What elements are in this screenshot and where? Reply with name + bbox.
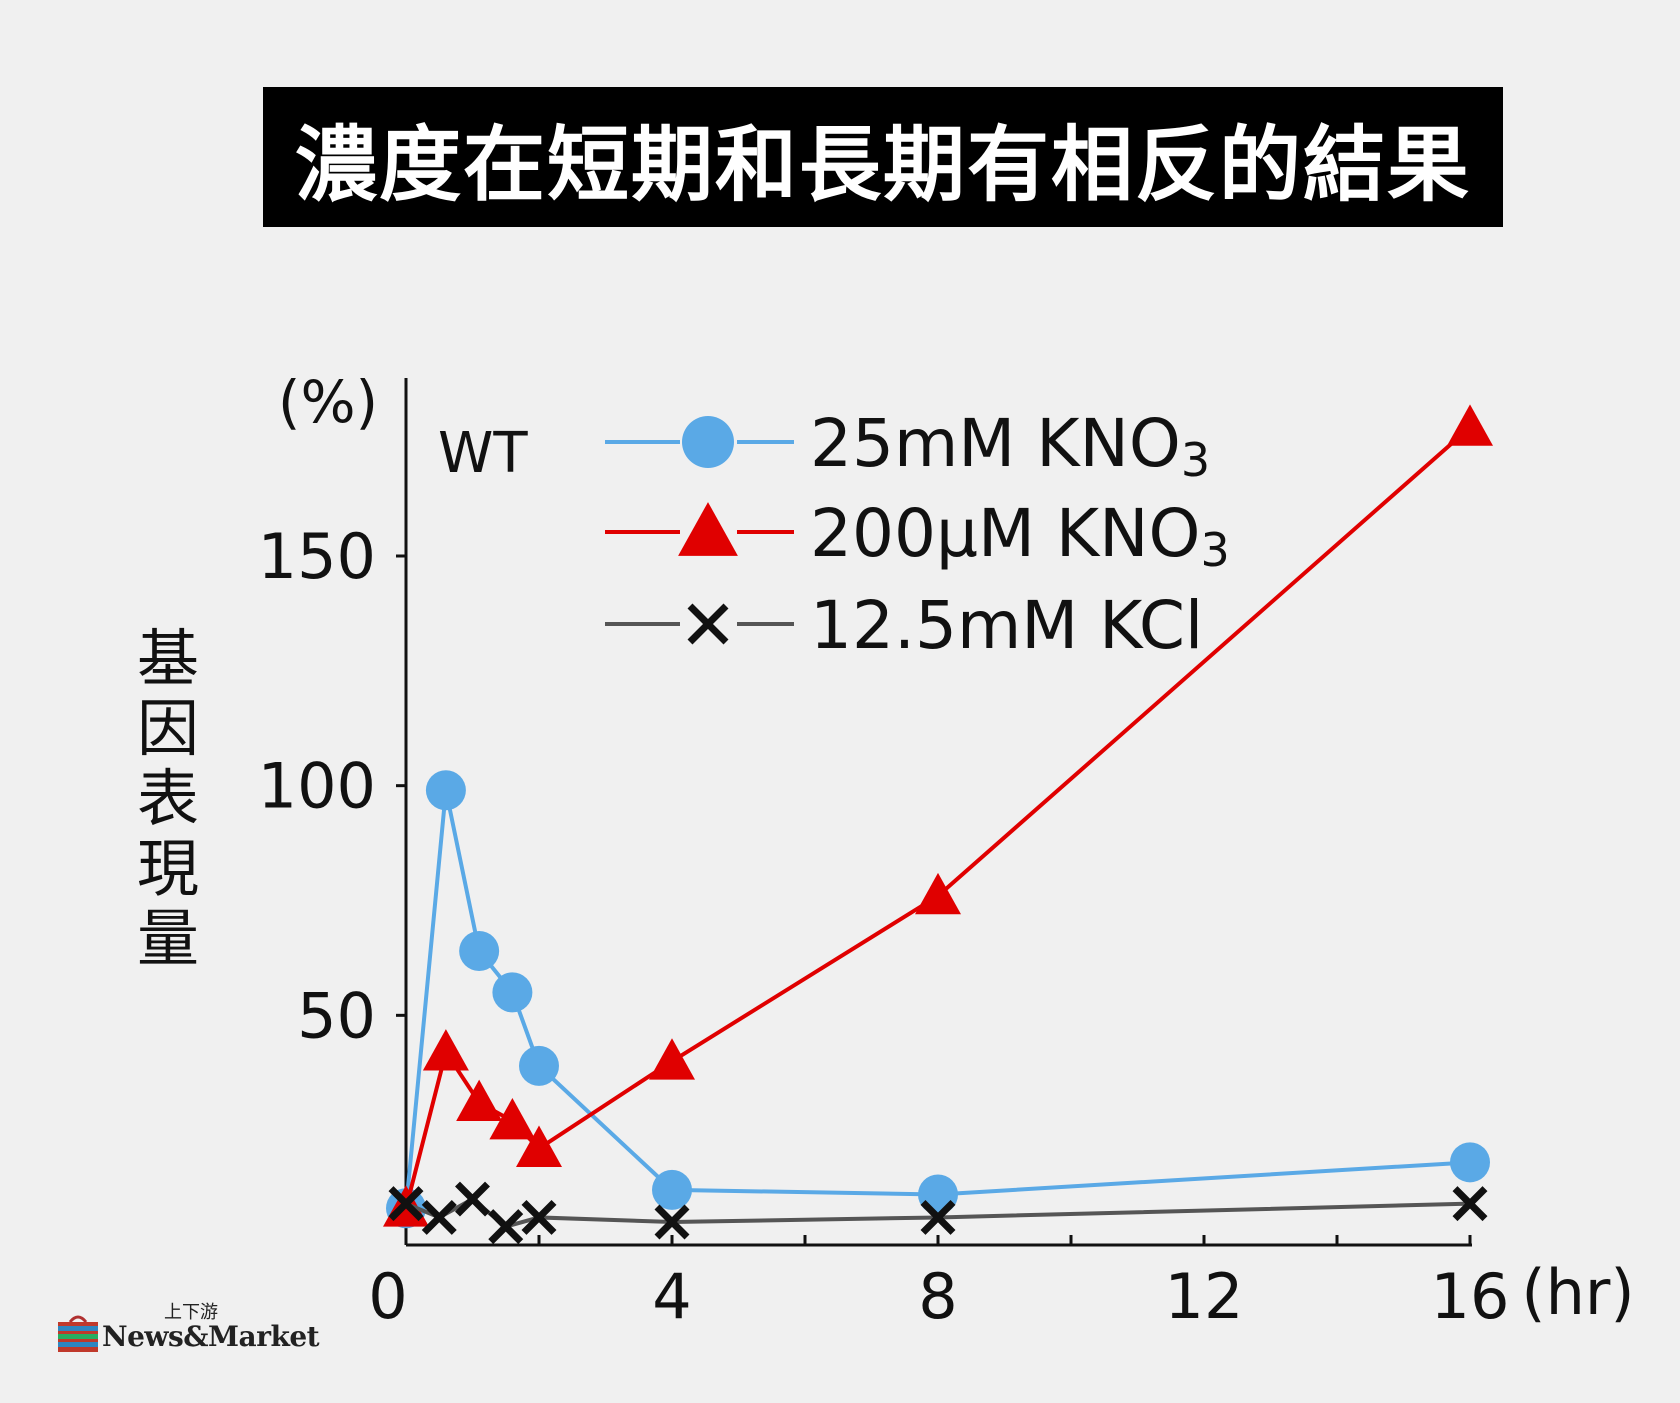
data-point — [652, 1169, 692, 1210]
x-tick-label: 4 — [652, 1260, 691, 1333]
x-unit-label: (hr) — [1521, 1256, 1634, 1329]
data-point — [521, 1199, 557, 1235]
data-point — [920, 1199, 956, 1235]
data-point — [1447, 404, 1493, 446]
legend-label: 25mM KNO3 — [810, 405, 1210, 487]
y-tick-label: 100 — [258, 750, 376, 823]
logo-top-text: 上下游 — [164, 1302, 218, 1323]
title-banner: 濃度在短期和長期有相反的結果 — [263, 87, 1503, 227]
data-point — [388, 1186, 424, 1222]
data-point — [422, 1029, 469, 1071]
data-point — [489, 1097, 536, 1140]
data-point — [421, 1199, 457, 1235]
legend-label: 12.5mM KCl — [810, 587, 1203, 664]
data-point — [519, 1045, 559, 1086]
legend-marker — [678, 502, 738, 556]
logo-main-text: News&Market — [102, 1320, 320, 1353]
x-tick-label: 12 — [1165, 1260, 1244, 1333]
data-point — [1450, 1142, 1490, 1183]
legend-label: 200μM KNO3 — [810, 495, 1230, 577]
y-tick-label: 50 — [297, 979, 376, 1052]
legend-marker — [687, 603, 729, 645]
wt-annotation: WT — [438, 421, 528, 486]
data-point — [654, 1204, 690, 1240]
y-unit-label: (%) — [278, 368, 378, 436]
data-point — [516, 1125, 562, 1167]
shopping-bag-icon — [58, 1315, 98, 1352]
data-point — [425, 770, 466, 811]
series-line — [404, 789, 1471, 1209]
chart-title: 濃度在短期和長期有相反的結果 — [294, 117, 1471, 213]
data-point — [649, 1038, 695, 1080]
x-tick-label: 0 — [368, 1260, 407, 1333]
data-point — [456, 1079, 503, 1122]
data-point — [918, 1174, 958, 1215]
y-axis-label: 基因表現量 — [137, 622, 199, 975]
news-market-logo: 上下游 News&Market — [56, 1298, 336, 1358]
legend-marker — [682, 416, 734, 468]
data-point — [455, 1181, 490, 1217]
y-tick-label: 150 — [258, 520, 376, 593]
data-point — [459, 931, 500, 972]
data-point — [915, 872, 961, 915]
data-point — [488, 1209, 524, 1245]
x-tick-label: 16 — [1431, 1260, 1510, 1333]
data-point — [492, 972, 533, 1013]
data-point — [1452, 1186, 1488, 1222]
x-tick-label: 8 — [918, 1260, 957, 1333]
